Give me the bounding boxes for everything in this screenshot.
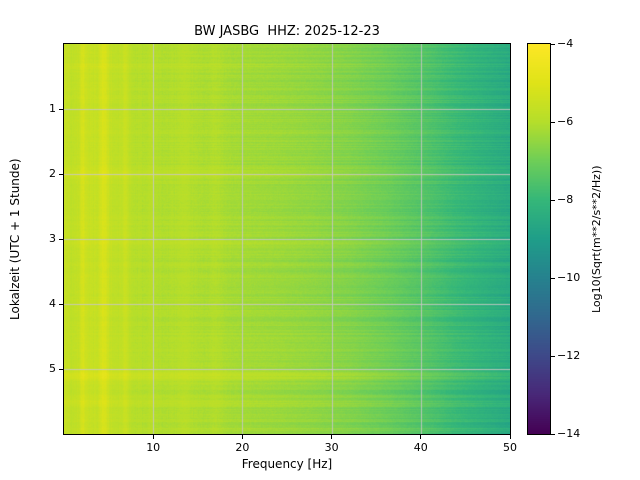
y-tick-mark xyxy=(59,108,63,110)
x-tick-label: 10 xyxy=(146,441,161,454)
colorbar-tick-mark xyxy=(551,355,555,357)
x-tick-label: 20 xyxy=(235,441,250,454)
x-axis-label: Frequency [Hz] xyxy=(241,457,333,471)
colorbar-tick-label: −6 xyxy=(557,115,574,128)
colorbar-tick-label: −10 xyxy=(557,271,581,284)
y-tick-label: 4 xyxy=(49,297,56,310)
y-tick-mark xyxy=(59,238,63,240)
colorbar-canvas xyxy=(528,44,550,434)
x-tick-mark xyxy=(331,435,333,439)
y-tick-mark xyxy=(59,173,63,175)
colorbar-tick-label: −14 xyxy=(557,427,581,440)
x-tick-mark xyxy=(420,435,422,439)
colorbar-tick-label: −12 xyxy=(557,349,581,362)
colorbar-tick-mark xyxy=(551,433,555,435)
colorbar-tick-label: −4 xyxy=(557,37,574,50)
x-tick-label: 40 xyxy=(413,441,428,454)
y-tick-label: 2 xyxy=(49,167,56,180)
y-tick-mark xyxy=(59,368,63,370)
colorbar-tick-mark xyxy=(551,43,555,45)
x-tick-label: 30 xyxy=(324,441,339,454)
y-axis-label: Lokalzeit (UTC + 1 Stunde) xyxy=(8,158,22,320)
x-tick-mark xyxy=(152,435,154,439)
plot-title: BW JASBG HHZ: 2025-12-23 xyxy=(194,24,380,39)
y-tick-mark xyxy=(59,303,63,305)
plot-area xyxy=(63,43,511,435)
colorbar-tick-mark xyxy=(551,121,555,123)
spectrogram-canvas xyxy=(64,44,510,434)
colorbar-tick-mark xyxy=(551,277,555,279)
y-tick-label: 1 xyxy=(49,102,56,115)
y-tick-label: 5 xyxy=(49,362,56,375)
x-tick-mark xyxy=(241,435,243,439)
x-tick-mark xyxy=(509,435,511,439)
x-tick-label: 50 xyxy=(503,441,517,454)
colorbar xyxy=(527,43,551,435)
colorbar-tick-mark xyxy=(551,199,555,201)
colorbar-tick-label: −8 xyxy=(557,193,574,206)
y-tick-label: 3 xyxy=(49,232,56,245)
colorbar-label: Log10(Sqrt(m**2/s**2/Hz)) xyxy=(590,165,603,313)
